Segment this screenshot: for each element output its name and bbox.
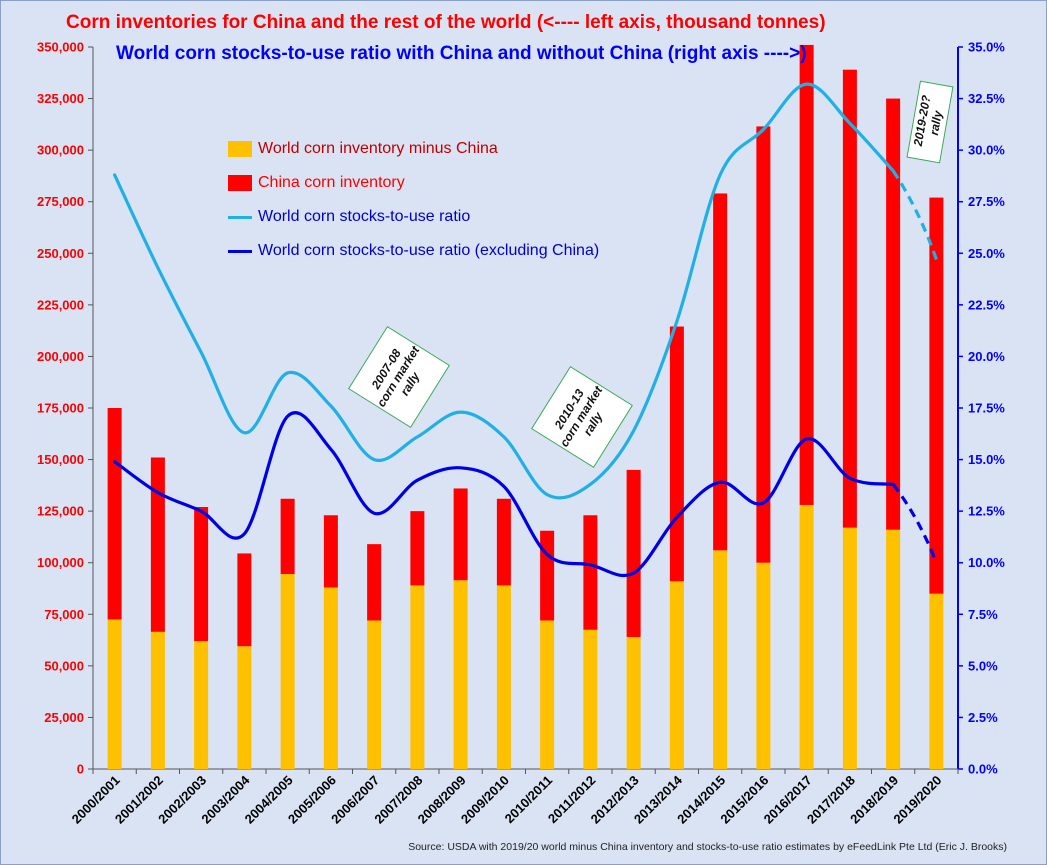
bar-world-ex-china bbox=[626, 636, 641, 769]
left-axis-tick-label: 350,000 bbox=[37, 40, 84, 55]
bar-world-ex-china bbox=[842, 527, 857, 769]
bar-china bbox=[367, 544, 382, 621]
bar-world-ex-china bbox=[886, 529, 901, 769]
bar-world-ex-china bbox=[280, 574, 295, 769]
legend-item-ratio-ex-china: World corn stocks-to-use ratio (excludin… bbox=[228, 234, 599, 268]
right-axis-tick-label: 0.0% bbox=[968, 762, 998, 777]
right-axis-tick-label: 17.5% bbox=[968, 401, 1005, 416]
bar-china bbox=[929, 197, 944, 594]
legend-swatch-world-ex-china bbox=[228, 141, 252, 157]
legend-item-china: China corn inventory bbox=[228, 166, 599, 200]
series-ratio-world-line bbox=[113, 82, 895, 500]
left-axis-tick-label: 150,000 bbox=[37, 452, 84, 467]
left-axis-tick-label: 275,000 bbox=[37, 194, 84, 209]
right-axis-tick-label: 7.5% bbox=[968, 607, 998, 622]
bar-world-ex-china bbox=[323, 587, 338, 769]
right-axis-tick-label: 30.0% bbox=[968, 143, 1005, 158]
left-axis-tick-label: 0 bbox=[77, 762, 84, 777]
right-axis-tick-label: 27.5% bbox=[968, 194, 1005, 209]
bar-world-ex-china bbox=[756, 562, 771, 769]
bar-world-ex-china bbox=[107, 619, 122, 769]
bar-china bbox=[669, 326, 684, 582]
legend-line-ratio-ex-china bbox=[228, 249, 252, 253]
bar-world-ex-china bbox=[713, 550, 728, 769]
bar-world-ex-china bbox=[540, 620, 555, 769]
left-axis-tick-label: 225,000 bbox=[37, 297, 84, 312]
left-axis-tick-label: 250,000 bbox=[37, 246, 84, 261]
bar-china bbox=[799, 44, 814, 505]
bar-world-ex-china bbox=[367, 620, 382, 769]
chart-subtitle: World corn stocks-to-use ratio with Chin… bbox=[116, 43, 807, 64]
bar-china bbox=[150, 457, 165, 632]
bar-world-ex-china bbox=[669, 581, 684, 769]
left-axis-tick-label: 175,000 bbox=[37, 401, 84, 416]
legend-label-ratio-world: World corn stocks-to-use ratio bbox=[258, 208, 471, 225]
left-axis-tick-label: 200,000 bbox=[37, 349, 84, 364]
bar-china bbox=[237, 553, 252, 647]
source-note: Source: USDA with 2019/20 world minus Ch… bbox=[408, 841, 1007, 853]
left-axis-tick-label: 25,000 bbox=[44, 710, 84, 725]
bar-world-ex-china bbox=[237, 646, 252, 769]
bar-world-ex-china bbox=[194, 641, 209, 769]
left-axis-tick-label: 125,000 bbox=[37, 504, 84, 519]
bar-china bbox=[713, 193, 728, 551]
chart-title: Corn inventories for China and the rest … bbox=[66, 12, 826, 33]
bar-china bbox=[107, 408, 122, 620]
right-axis-tick-label: 10.0% bbox=[968, 555, 1005, 570]
bar-china bbox=[886, 98, 901, 530]
left-axis-tick-label: 50,000 bbox=[44, 658, 84, 673]
bar-world-ex-china bbox=[496, 585, 511, 769]
left-axis-tick-label: 100,000 bbox=[37, 555, 84, 570]
legend-swatch-china bbox=[228, 175, 252, 191]
legend: World corn inventory minus China China c… bbox=[228, 132, 599, 268]
bar-world-ex-china bbox=[799, 504, 814, 769]
bar-world-ex-china bbox=[150, 631, 165, 769]
bar-china bbox=[626, 469, 641, 637]
bar-china bbox=[842, 69, 857, 528]
bar-china bbox=[583, 515, 598, 630]
bar-china bbox=[756, 126, 771, 563]
series-ratio-world-projection-line bbox=[891, 169, 938, 261]
series-ratio-ex-china-projection-line bbox=[891, 483, 938, 564]
right-axis-tick-label: 2.5% bbox=[968, 710, 998, 725]
bar-world-ex-china bbox=[453, 580, 468, 769]
bar-china bbox=[410, 511, 425, 586]
legend-label-world-ex-china: World corn inventory minus China bbox=[258, 140, 498, 157]
right-axis-tick-label: 22.5% bbox=[968, 297, 1005, 312]
bar-world-ex-china bbox=[583, 629, 598, 769]
bar-china bbox=[323, 515, 338, 588]
bar-world-ex-china bbox=[929, 593, 944, 769]
bar-china bbox=[453, 488, 468, 581]
series-ratio-ex-china-line bbox=[113, 411, 895, 578]
right-axis-tick-label: 15.0% bbox=[968, 452, 1005, 467]
bar-china bbox=[540, 530, 555, 621]
left-axis-tick-label: 300,000 bbox=[37, 143, 84, 158]
legend-label-ratio-ex-china: World corn stocks-to-use ratio (excludin… bbox=[258, 242, 600, 259]
bar-china bbox=[194, 507, 209, 642]
right-axis-tick-label: 35.0% bbox=[968, 40, 1005, 55]
right-axis-tick-label: 25.0% bbox=[968, 246, 1005, 261]
right-axis-tick-label: 32.5% bbox=[968, 91, 1005, 106]
legend-item-ratio-world: World corn stocks-to-use ratio bbox=[228, 200, 599, 234]
bar-china bbox=[280, 498, 295, 575]
right-axis-tick-label: 5.0% bbox=[968, 658, 998, 673]
left-axis-tick-label: 325,000 bbox=[37, 91, 84, 106]
legend-label-china: China corn inventory bbox=[258, 174, 405, 191]
legend-line-ratio-world bbox=[228, 215, 252, 219]
right-axis-tick-label: 20.0% bbox=[968, 349, 1005, 364]
bar-world-ex-china bbox=[410, 585, 425, 769]
bar-china bbox=[496, 498, 511, 586]
legend-item-world-ex-china: World corn inventory minus China bbox=[228, 132, 599, 166]
left-axis-tick-label: 75,000 bbox=[44, 607, 84, 622]
right-axis-tick-label: 12.5% bbox=[968, 504, 1005, 519]
